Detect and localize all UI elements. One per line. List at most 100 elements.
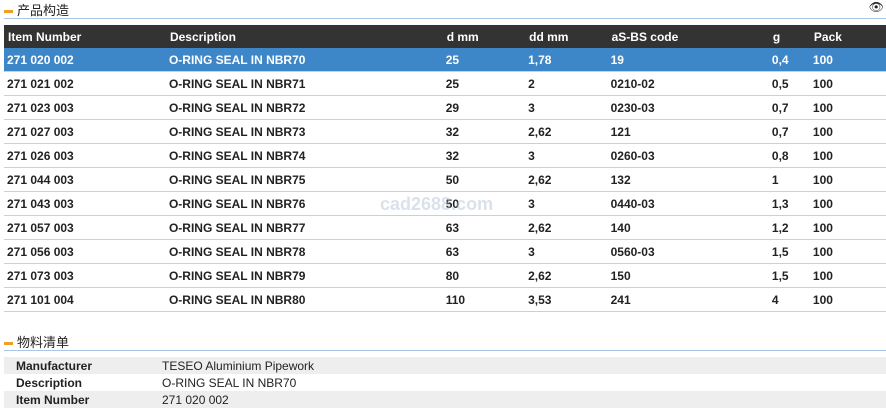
- table-cell: 100: [809, 119, 886, 144]
- table-cell: 271 044 003: [4, 167, 166, 192]
- table-cell: 271 021 002: [4, 71, 166, 96]
- table-cell: O-RING SEAL IN NBR78: [165, 239, 443, 264]
- table-cell: 100: [809, 239, 886, 264]
- column-header[interactable]: Description: [165, 25, 443, 48]
- table-cell: 0,7: [768, 95, 810, 120]
- eye-icon[interactable]: 👁: [868, 0, 884, 14]
- table-cell: O-RING SEAL IN NBR77: [165, 215, 443, 240]
- table-cell: 50: [442, 167, 526, 192]
- table-cell: 32: [442, 119, 526, 144]
- table-row[interactable]: 271 020 002 O-RING SEAL IN NBR70 25 1,78 19 0…: [4, 48, 886, 72]
- table-cell: 3: [525, 143, 608, 168]
- table-cell: 100: [809, 263, 886, 288]
- table-cell: 271 101 004: [4, 287, 166, 312]
- table-cell: 271 057 003: [4, 215, 166, 240]
- bom-value: O-RING SEAL IN NBR70: [162, 375, 297, 390]
- table-cell: 0,8: [768, 143, 810, 168]
- table-cell: 150: [607, 263, 769, 288]
- table-cell: 100: [809, 95, 886, 120]
- column-header[interactable]: d mm: [442, 25, 526, 48]
- table-cell: 100: [809, 215, 886, 240]
- table-cell: 1,78: [525, 48, 608, 72]
- table-cell: O-RING SEAL IN NBR70: [165, 48, 443, 72]
- table-cell: O-RING SEAL IN NBR72: [165, 95, 443, 120]
- bom-row: Manufacturer TESEO Aluminium Pipework: [4, 357, 886, 374]
- table-cell: 0560-03: [607, 239, 769, 264]
- column-header[interactable]: Item Number: [4, 25, 166, 48]
- table-cell: 32: [442, 143, 526, 168]
- table-row[interactable]: 271 043 003 O-RING SEAL IN NBR76 50 3 0440-0…: [4, 191, 886, 216]
- table-cell: 271 023 003: [4, 95, 166, 120]
- bom-label: Manufacturer: [4, 357, 162, 374]
- table-cell: 0,7: [768, 119, 810, 144]
- table-row[interactable]: 271 026 003 O-RING SEAL IN NBR74 32 3 0260-0…: [4, 143, 886, 168]
- parts-table: Item Number Description d mm dd mm aS-BS cod…: [4, 25, 886, 312]
- column-header[interactable]: Pack: [809, 25, 886, 48]
- table-cell: 1,2: [768, 215, 810, 240]
- table-cell: 3: [525, 95, 608, 120]
- table-cell: 25: [442, 48, 526, 72]
- table-cell: 1: [768, 167, 810, 192]
- bom-label: Description: [16, 375, 83, 390]
- column-header[interactable]: aS-BS code: [607, 25, 769, 48]
- table-cell: 0210-02: [607, 71, 769, 96]
- table-header: Item Number Description d mm dd mm aS-BS cod…: [4, 25, 886, 48]
- watermark: cad2688.com: [380, 194, 494, 214]
- table-row[interactable]: 271 021 002 O-RING SEAL IN NBR71 25 2 0210-0…: [4, 71, 886, 96]
- table-row[interactable]: 271 073 003 O-RING SEAL IN NBR79 80 2,62 150…: [4, 263, 886, 288]
- table-cell: O-RING SEAL IN NBR74: [165, 143, 443, 168]
- table-cell: 271 020 002: [4, 48, 166, 72]
- table-cell: 100: [809, 48, 886, 72]
- table-cell: 121: [607, 119, 769, 144]
- table-cell: 4: [768, 287, 810, 312]
- table-cell: 1,3: [768, 191, 810, 216]
- table-cell: 2,62: [525, 119, 608, 144]
- table-cell: 25: [442, 71, 526, 96]
- table-row[interactable]: 271 023 003 O-RING SEAL IN NBR72 29 3 0230-0…: [4, 95, 886, 120]
- table-cell: O-RING SEAL IN NBR75: [165, 167, 443, 192]
- section-marker: [4, 10, 13, 14]
- table-cell: 1,5: [768, 263, 810, 288]
- section-header-structure: 产品构造 👁: [4, 0, 886, 19]
- table-cell: 100: [809, 71, 886, 96]
- table-cell: 80: [442, 263, 526, 288]
- table-cell: O-RING SEAL IN NBR73: [165, 119, 443, 144]
- table-cell: 1,5: [768, 239, 810, 264]
- table-cell: 110: [442, 287, 526, 312]
- table-cell: 140: [607, 215, 769, 240]
- table-cell: 132: [607, 167, 769, 192]
- table-cell: 3: [525, 239, 608, 264]
- table-cell: 0260-03: [607, 143, 769, 168]
- bom-value: TESEO Aluminium Pipework: [162, 357, 886, 374]
- table-cell: 271 027 003: [4, 119, 166, 144]
- table-row[interactable]: 271 044 003 O-RING SEAL IN NBR75 50 2,62 132…: [4, 167, 886, 192]
- bom-row: Description O-RING SEAL IN NBR70: [4, 374, 886, 391]
- table-cell: 100: [809, 143, 886, 168]
- section-header-bom: 物料清单: [4, 332, 886, 351]
- table-cell: 271 026 003: [4, 143, 166, 168]
- table-cell: 2: [525, 71, 608, 96]
- section-marker: [4, 342, 13, 346]
- table-cell: 63: [442, 215, 526, 240]
- table-cell: 2,62: [525, 167, 608, 192]
- table-row[interactable]: 271 027 003 O-RING SEAL IN NBR73 32 2,62 121…: [4, 119, 886, 144]
- table-cell: 3: [525, 191, 608, 216]
- bom-table: Manufacturer TESEO Aluminium Pipework Desc…: [4, 357, 886, 408]
- column-header[interactable]: g: [768, 25, 810, 48]
- table-row[interactable]: 271 101 004 O-RING SEAL IN NBR80 110 3,53 24…: [4, 287, 886, 312]
- section-title: 产品构造: [17, 3, 70, 18]
- column-header[interactable]: dd mm: [525, 25, 608, 48]
- bom-label: Item Number: [4, 391, 162, 408]
- table-row[interactable]: 271 056 003 O-RING SEAL IN NBR78 63 3 0560-0…: [4, 239, 886, 264]
- table-cell: 100: [809, 167, 886, 192]
- table-cell: 2,62: [525, 263, 608, 288]
- table-cell: 29: [442, 95, 526, 120]
- table-cell: 241: [607, 287, 769, 312]
- table-cell: 271 056 003: [4, 239, 166, 264]
- table-cell: 2,62: [525, 215, 608, 240]
- table-cell: 3,53: [525, 287, 608, 312]
- table-cell: 271 043 003: [4, 191, 166, 216]
- table-cell: 100: [809, 191, 886, 216]
- table-row[interactable]: 271 057 003 O-RING SEAL IN NBR77 63 2,62 140…: [4, 215, 886, 240]
- table-cell: 0230-03: [607, 95, 769, 120]
